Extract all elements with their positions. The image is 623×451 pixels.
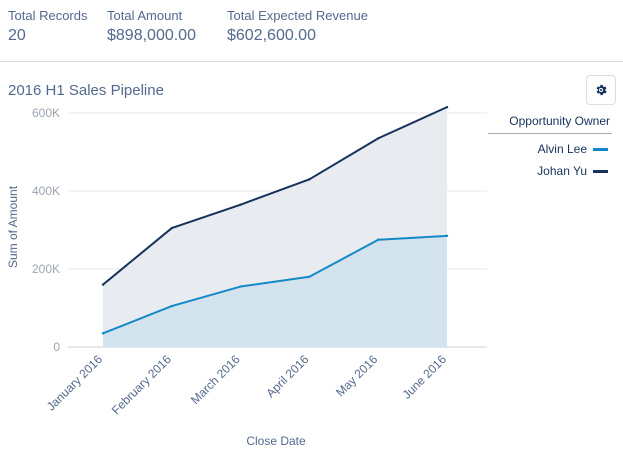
x-tick-label: June 2016 xyxy=(400,352,450,402)
y-tick-label: 600K xyxy=(32,106,60,120)
point-johan-yu xyxy=(445,105,449,109)
legend-item-johan-yu[interactable]: Johan Yu xyxy=(488,164,612,178)
total-expected-revenue-label: Total Expected Revenue xyxy=(227,8,368,23)
chart-title: 2016 H1 Sales Pipeline xyxy=(8,82,164,99)
legend-title: Opportunity Owner xyxy=(488,114,612,134)
point-alvin-lee xyxy=(101,332,105,335)
total-expected-revenue-stat: Total Expected Revenue $602,600.00 xyxy=(227,8,368,45)
total-amount-value: $898,000.00 xyxy=(107,27,196,44)
y-tick-label: 200K xyxy=(32,262,60,276)
x-axis-title: Close Date xyxy=(246,434,306,448)
total-amount-stat: Total Amount $898,000.00 xyxy=(107,8,196,45)
line-johan-yu xyxy=(102,106,448,286)
x-tick-label: January 2016 xyxy=(44,352,106,414)
legend-label-alvin-lee: Alvin Lee xyxy=(537,142,587,156)
legend-swatch-johan-yu xyxy=(593,169,608,173)
legend-swatch-alvin-lee xyxy=(593,147,608,151)
point-johan-yu xyxy=(377,137,380,140)
total-records-label: Total Records xyxy=(8,8,88,23)
total-amount-label: Total Amount xyxy=(107,8,183,23)
y-tick-label: 400K xyxy=(32,184,60,198)
point-johan-yu xyxy=(101,283,105,286)
gear-icon xyxy=(596,84,607,96)
x-tick-label: March 2016 xyxy=(188,352,243,407)
x-tick-label: April 2016 xyxy=(263,352,311,400)
point-johan-yu xyxy=(170,226,173,230)
point-alvin-lee xyxy=(308,275,311,278)
point-alvin-lee xyxy=(377,238,380,241)
y-axis-title: Sum of Amount xyxy=(6,185,20,268)
x-tick-label: May 2016 xyxy=(333,352,380,399)
point-alvin-lee xyxy=(445,234,449,238)
point-johan-yu xyxy=(239,203,242,206)
area-alvin-lee xyxy=(103,235,447,347)
total-expected-revenue-value: $602,600.00 xyxy=(227,27,316,44)
line-alvin-lee xyxy=(102,234,448,335)
point-alvin-lee xyxy=(170,304,173,308)
total-records-value: 20 xyxy=(8,27,26,44)
legend-item-alvin-lee[interactable]: Alvin Lee xyxy=(488,142,612,156)
y-tick-label: 0 xyxy=(53,340,60,354)
x-tick-label: February 2016 xyxy=(109,352,174,417)
chart-legend: Opportunity Owner Alvin Lee Johan Yu xyxy=(488,114,612,178)
point-johan-yu xyxy=(308,178,311,181)
point-alvin-lee xyxy=(239,285,242,288)
summary-bar: Total Records 20 Total Amount $898,000.0… xyxy=(0,0,623,62)
chart-settings-button[interactable] xyxy=(586,75,616,105)
legend-label-johan-yu: Johan Yu xyxy=(537,164,587,178)
total-records-stat: Total Records 20 xyxy=(8,8,87,45)
